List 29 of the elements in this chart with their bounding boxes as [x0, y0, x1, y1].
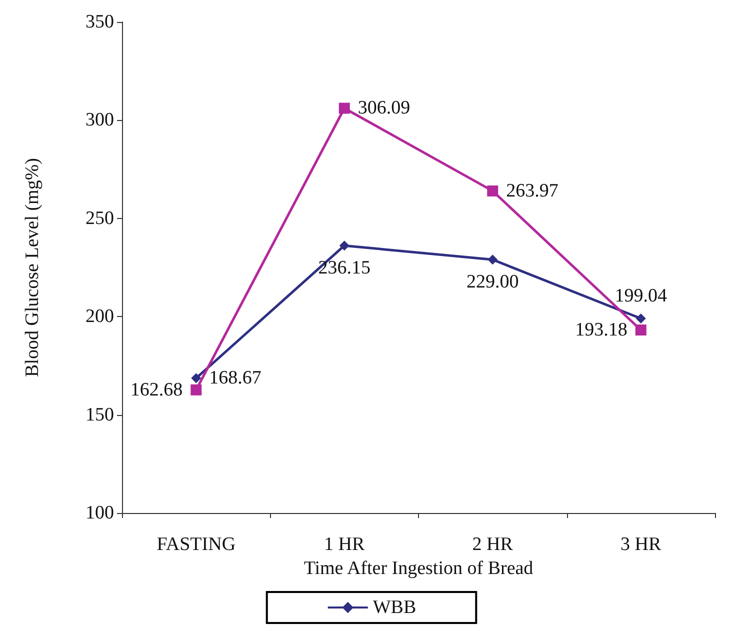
point [338, 102, 350, 114]
y-tick-label: 100 [86, 502, 114, 524]
data-label: 199.04 [614, 285, 668, 306]
y-tick-label: 200 [86, 306, 114, 328]
y-tick-label: 300 [86, 110, 114, 131]
data-label: 263.97 [506, 180, 558, 202]
data-label: 168.67 [209, 368, 262, 389]
point [488, 254, 498, 265]
y-tick-label: 350 [86, 12, 114, 32]
point [636, 313, 646, 324]
y-tick-label: 250 [86, 208, 114, 229]
data-label: 162.68 [130, 379, 183, 400]
x-axis-title: Time After Ingestion of Bread [304, 558, 534, 579]
data-label: 193.18 [575, 319, 628, 340]
x-tick-label: 2 HR [472, 534, 514, 555]
data-label: 236.15 [318, 258, 370, 279]
legend-label: WBB [372, 597, 416, 618]
point [190, 384, 202, 396]
y-axis-title: Blood Glucose Level (mg%) [22, 158, 43, 377]
x-tick-label: FASTING [156, 534, 236, 555]
point [191, 373, 202, 384]
point [487, 185, 498, 196]
data-label: 306.09 [358, 98, 410, 119]
data-label: 229.00 [466, 272, 519, 293]
x-tick-label: 3 HR [620, 534, 662, 555]
point [635, 324, 646, 336]
y-tick-label: 150 [86, 404, 114, 426]
x-tick-label: 1 HR [324, 534, 366, 555]
point [339, 240, 350, 251]
